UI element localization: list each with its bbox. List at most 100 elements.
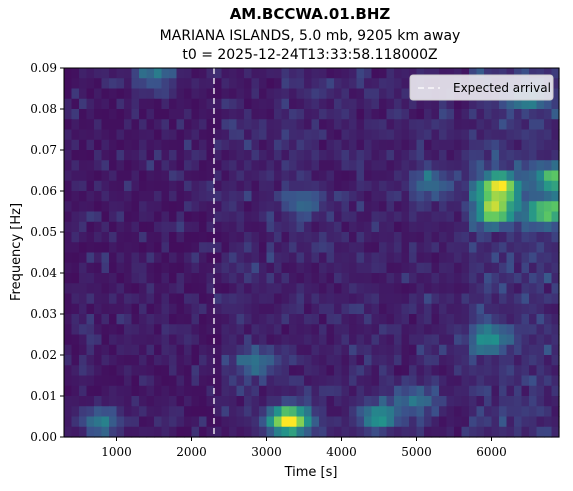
heatmap-cell: [266, 242, 275, 254]
heatmap-cell: [446, 109, 455, 120]
heatmap-cell: [236, 385, 245, 397]
heatmap-cell: [386, 180, 395, 192]
heatmap-cell: [116, 262, 125, 274]
heatmap-cell: [349, 242, 358, 254]
heatmap-cell: [364, 191, 373, 202]
heatmap-cell: [551, 150, 560, 161]
heatmap-cell: [484, 375, 493, 387]
heatmap-cell: [454, 385, 463, 397]
heatmap-cell: [71, 365, 80, 377]
heatmap-cell: [386, 211, 395, 223]
heatmap-cell: [124, 283, 133, 295]
heatmap-cell: [79, 252, 88, 264]
heatmap-cell: [236, 78, 245, 90]
heatmap-cell: [319, 88, 328, 100]
heatmap-cell: [514, 160, 523, 172]
heatmap-cell: [124, 119, 133, 131]
heatmap-cell: [169, 170, 178, 182]
heatmap-cell: [154, 262, 163, 274]
heatmap-cell: [356, 180, 365, 192]
heatmap-cell: [221, 416, 230, 428]
heatmap-cell: [124, 68, 133, 79]
heatmap-cell: [289, 98, 298, 110]
heatmap-cell: [431, 232, 440, 243]
heatmap-cell: [281, 232, 290, 243]
heatmap-cell: [229, 262, 238, 274]
heatmap-cell: [446, 170, 455, 182]
heatmap-cell: [289, 232, 298, 243]
heatmap-cell: [251, 283, 260, 295]
heatmap-cell: [416, 232, 425, 243]
heatmap-cell: [454, 109, 463, 120]
heatmap-cell: [281, 191, 290, 202]
heatmap-cell: [199, 273, 208, 284]
heatmap-cell: [416, 385, 425, 397]
heatmap-cell: [251, 98, 260, 110]
heatmap-cell: [296, 355, 305, 366]
heatmap-cell: [289, 344, 298, 356]
heatmap-cell: [476, 191, 485, 202]
heatmap-cell: [536, 293, 545, 305]
heatmap-cell: [131, 160, 140, 172]
heatmap-cell: [454, 396, 463, 407]
heatmap-cell: [476, 242, 485, 254]
heatmap-cell: [146, 416, 155, 428]
heatmap-cell: [394, 396, 403, 407]
heatmap-cell: [184, 375, 193, 387]
heatmap-cell: [499, 129, 508, 141]
heatmap-cell: [214, 180, 223, 192]
heatmap-cell: [236, 232, 245, 243]
heatmap-cell: [499, 396, 508, 407]
heatmap-cell: [296, 109, 305, 120]
heatmap-cell: [416, 303, 425, 315]
heatmap-cell: [431, 324, 440, 336]
heatmap-cell: [304, 119, 313, 131]
heatmap-cell: [221, 211, 230, 223]
heatmap-cell: [491, 303, 500, 315]
heatmap-cell: [251, 416, 260, 428]
heatmap-cell: [221, 170, 230, 182]
heatmap-cell: [116, 396, 125, 407]
heatmap-cell: [371, 303, 380, 315]
heatmap-cell: [139, 273, 148, 284]
heatmap-cell: [289, 129, 298, 141]
heatmap-cell: [341, 119, 350, 131]
heatmap-cell: [326, 293, 335, 305]
heatmap-cell: [439, 262, 448, 274]
heatmap-cell: [446, 129, 455, 141]
heatmap-cell: [281, 180, 290, 192]
heatmap-cell: [206, 232, 215, 243]
heatmap-cell: [454, 406, 463, 418]
heatmap-cell: [319, 355, 328, 366]
heatmap-cell: [551, 242, 560, 254]
heatmap-cell: [454, 170, 463, 182]
heatmap-cell: [304, 252, 313, 264]
heatmap-cell: [326, 396, 335, 407]
heatmap-cell: [191, 385, 200, 397]
heatmap-cell: [289, 375, 298, 387]
heatmap-cell: [244, 324, 253, 336]
heatmap-cell: [296, 293, 305, 305]
heatmap-cell: [446, 119, 455, 131]
heatmap-cell: [139, 293, 148, 305]
heatmap-cell: [71, 242, 80, 254]
heatmap-cell: [86, 426, 95, 438]
heatmap-cell: [214, 334, 223, 346]
heatmap-cell: [296, 180, 305, 192]
heatmap-cell: [251, 180, 260, 192]
heatmap-cell: [131, 375, 140, 387]
heatmap-cell: [356, 160, 365, 172]
heatmap-cell: [79, 160, 88, 172]
heatmap-cell: [191, 355, 200, 366]
heatmap-cell: [206, 252, 215, 264]
heatmap-cell: [109, 365, 118, 377]
heatmap-cell: [364, 375, 373, 387]
heatmap-cell: [371, 139, 380, 151]
heatmap-cell: [251, 68, 260, 79]
heatmap-cell: [244, 344, 253, 356]
heatmap-cell: [161, 150, 170, 161]
heatmap-cell: [551, 221, 560, 233]
heatmap-cell: [176, 98, 185, 110]
heatmap-cell: [116, 201, 125, 213]
heatmap-cell: [154, 211, 163, 223]
